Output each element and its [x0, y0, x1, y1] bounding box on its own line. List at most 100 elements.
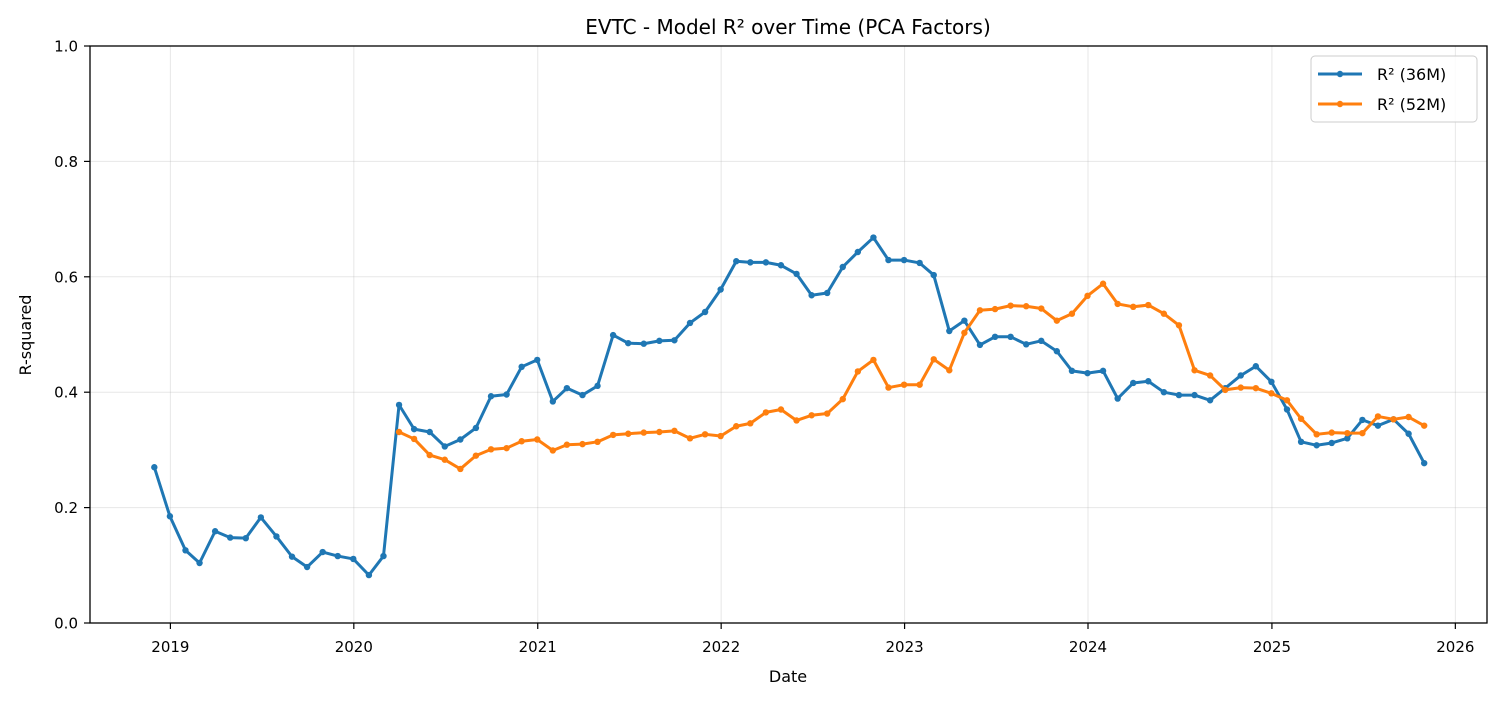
data-point-r2-36m: [961, 317, 968, 324]
data-point-r2-36m: [1283, 406, 1291, 413]
data-point-r2-36m: [1344, 435, 1351, 442]
data-point-r2-36m: [1130, 379, 1137, 387]
data-point-r2-36m: [534, 356, 541, 364]
data-point-r2-52m: [793, 417, 800, 424]
data-point-r2-52m: [747, 420, 754, 427]
data-point-r2-36m: [885, 256, 892, 264]
data-point-r2-52m: [1145, 301, 1152, 309]
x-tick-label: 2019: [151, 638, 189, 656]
data-point-r2-36m: [182, 547, 189, 554]
data-point-r2-52m: [717, 432, 724, 440]
data-point-r2-52m: [1022, 303, 1030, 310]
data-point-r2-52m: [457, 465, 464, 473]
data-point-r2-36m: [777, 262, 785, 269]
data-point-r2-36m: [395, 401, 403, 409]
data-point-r2-52m: [1221, 386, 1229, 394]
data-point-r2-36m: [762, 259, 770, 266]
data-point-r2-36m: [196, 559, 203, 567]
data-point-r2-36m: [457, 436, 464, 443]
data-point-r2-52m: [1344, 429, 1351, 437]
data-point-r2-52m: [594, 438, 601, 446]
data-point-r2-36m: [1374, 422, 1382, 429]
data-point-r2-52m: [1068, 310, 1076, 317]
data-point-r2-52m: [671, 427, 678, 435]
data-point-r2-36m: [793, 270, 800, 278]
data-point-r2-36m: [151, 464, 158, 471]
data-point-r2-36m: [1297, 438, 1305, 446]
data-point-r2-52m: [1390, 416, 1397, 423]
data-point-r2-52m: [503, 444, 510, 452]
y-tick-label: 0.6: [54, 268, 78, 286]
data-point-r2-52m: [410, 435, 418, 443]
data-point-r2-52m: [1130, 303, 1137, 310]
data-point-r2-36m: [1022, 341, 1030, 348]
data-point-r2-52m: [1252, 384, 1260, 392]
data-point-r2-36m: [609, 331, 617, 339]
legend-label-r2-52m: R² (52M): [1377, 95, 1446, 114]
data-point-r2-52m: [1237, 384, 1244, 391]
data-point-r2-36m: [747, 259, 754, 266]
data-point-r2-52m: [640, 429, 647, 436]
legend: R² (36M) R² (52M): [1310, 55, 1478, 123]
data-point-r2-52m: [1359, 429, 1366, 437]
data-point-r2-52m: [534, 436, 541, 443]
data-point-r2-36m: [1191, 391, 1198, 399]
series-line-r2-36m: [152, 236, 1426, 577]
data-point-r2-36m: [1206, 397, 1214, 404]
data-point-r2-52m: [1328, 429, 1335, 436]
data-point-r2-52m: [1405, 413, 1412, 421]
data-point-r2-36m: [656, 337, 663, 345]
data-point-r2-52m: [1114, 300, 1121, 308]
data-point-r2-52m: [395, 428, 403, 436]
data-point-r2-36m: [1160, 389, 1168, 396]
data-point-r2-36m: [380, 552, 387, 560]
data-point-r2-52m: [930, 356, 937, 363]
data-point-r2-36m: [991, 333, 999, 341]
data-point-r2-52m: [1268, 390, 1275, 397]
data-point-r2-36m: [640, 340, 647, 347]
data-point-r2-36m: [916, 259, 923, 267]
data-point-r2-36m: [686, 319, 694, 327]
data-point-r2-36m: [671, 337, 678, 344]
data-point-r2-52m: [961, 329, 968, 336]
data-point-r2-52m: [1374, 413, 1382, 420]
data-point-r2-36m: [549, 398, 557, 405]
data-point-r2-36m: [503, 391, 510, 398]
data-point-r2-52m: [1313, 431, 1320, 438]
data-point-r2-36m: [1038, 337, 1045, 345]
data-point-r2-36m: [1237, 372, 1244, 379]
data-point-r2-36m: [946, 327, 953, 335]
x-axis: 2019 2020 2021 2022 2023 2024 2025 2026: [151, 623, 1474, 656]
data-point-r2-36m: [1114, 395, 1121, 402]
data-point-r2-52m: [1283, 397, 1291, 404]
data-point-r2-52m: [885, 384, 892, 391]
data-point-r2-36m: [1007, 333, 1014, 341]
data-point-r2-36m: [257, 514, 265, 521]
data-point-r2-36m: [839, 263, 846, 271]
data-point-r2-36m: [1068, 367, 1076, 375]
data-point-r2-52m: [762, 409, 770, 416]
data-point-r2-36m: [1405, 430, 1412, 437]
data-point-r2-36m: [227, 534, 234, 541]
data-point-r2-36m: [350, 555, 357, 563]
data-point-r2-36m: [701, 308, 709, 316]
y-tick-label: 0.4: [54, 384, 78, 402]
data-point-r2-52m: [1175, 322, 1183, 329]
y-tick-label: 1.0: [54, 38, 78, 56]
data-point-r2-36m: [518, 363, 525, 371]
data-point-r2-36m: [365, 571, 373, 579]
data-point-r2-36m: [487, 393, 495, 400]
data-point-r2-52m: [518, 438, 525, 445]
x-tick-label: 2023: [885, 638, 923, 656]
data-point-r2-52m: [609, 431, 617, 439]
x-tick-label: 2022: [702, 638, 740, 656]
data-point-r2-36m: [823, 289, 831, 297]
data-point-r2-52m: [808, 412, 815, 419]
data-point-r2-36m: [319, 548, 326, 556]
data-point-r2-36m: [472, 424, 480, 432]
data-point-r2-36m: [166, 513, 174, 520]
data-point-r2-36m: [273, 533, 280, 540]
data-point-r2-52m: [1099, 280, 1107, 287]
data-point-r2-52m: [472, 452, 480, 459]
